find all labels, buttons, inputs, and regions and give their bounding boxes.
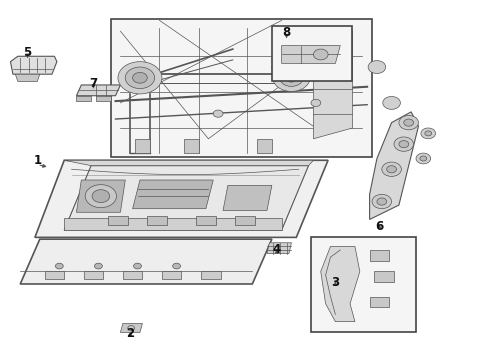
Circle shape xyxy=(92,190,110,203)
Polygon shape xyxy=(369,297,389,307)
Circle shape xyxy=(394,137,414,151)
Circle shape xyxy=(55,263,63,269)
Polygon shape xyxy=(10,56,57,74)
Polygon shape xyxy=(235,216,255,225)
Circle shape xyxy=(404,119,414,126)
Circle shape xyxy=(272,63,282,71)
Bar xyxy=(162,271,181,279)
Bar xyxy=(123,271,143,279)
Polygon shape xyxy=(147,216,167,225)
Polygon shape xyxy=(314,31,352,139)
Text: 8: 8 xyxy=(282,27,291,40)
Text: 3: 3 xyxy=(331,276,340,289)
Polygon shape xyxy=(369,250,389,261)
Polygon shape xyxy=(135,139,150,153)
Circle shape xyxy=(420,156,427,161)
Circle shape xyxy=(314,49,328,60)
Text: 7: 7 xyxy=(90,77,98,90)
Polygon shape xyxy=(76,180,125,212)
Polygon shape xyxy=(369,112,418,220)
Polygon shape xyxy=(76,96,91,101)
Polygon shape xyxy=(257,139,272,153)
Polygon shape xyxy=(282,45,340,63)
Polygon shape xyxy=(223,185,272,211)
Text: 1: 1 xyxy=(33,154,41,167)
Circle shape xyxy=(425,131,432,136)
Bar xyxy=(201,271,220,279)
Polygon shape xyxy=(267,243,292,253)
Circle shape xyxy=(377,198,387,205)
Circle shape xyxy=(399,116,418,130)
Circle shape xyxy=(416,153,431,164)
Circle shape xyxy=(382,162,401,176)
Circle shape xyxy=(421,128,436,139)
Polygon shape xyxy=(121,323,143,332)
Bar xyxy=(272,26,352,81)
Text: 5: 5 xyxy=(24,46,32,59)
Polygon shape xyxy=(76,85,121,96)
Bar xyxy=(311,237,416,332)
Circle shape xyxy=(311,99,321,107)
Circle shape xyxy=(372,194,392,209)
Bar xyxy=(111,19,372,157)
Circle shape xyxy=(134,263,142,269)
Text: 4: 4 xyxy=(272,243,281,256)
Polygon shape xyxy=(15,74,40,81)
Polygon shape xyxy=(64,160,314,166)
Bar xyxy=(84,271,103,279)
Polygon shape xyxy=(20,239,272,284)
Polygon shape xyxy=(35,160,328,237)
Text: 6: 6 xyxy=(375,220,384,233)
Circle shape xyxy=(118,62,162,94)
Circle shape xyxy=(133,72,147,83)
Circle shape xyxy=(273,64,310,91)
Polygon shape xyxy=(133,180,213,209)
Polygon shape xyxy=(184,139,198,153)
Polygon shape xyxy=(96,96,111,101)
Circle shape xyxy=(125,67,155,89)
Circle shape xyxy=(286,73,297,82)
Circle shape xyxy=(95,263,102,269)
Polygon shape xyxy=(374,271,394,282)
Bar xyxy=(45,271,64,279)
Circle shape xyxy=(85,185,117,208)
Circle shape xyxy=(280,69,303,86)
Polygon shape xyxy=(321,246,360,321)
Circle shape xyxy=(383,96,400,109)
Polygon shape xyxy=(108,216,128,225)
Circle shape xyxy=(399,140,409,148)
Circle shape xyxy=(387,166,396,173)
Circle shape xyxy=(368,60,386,73)
Circle shape xyxy=(213,110,223,117)
Text: 2: 2 xyxy=(126,327,134,340)
Polygon shape xyxy=(196,216,216,225)
Circle shape xyxy=(172,263,180,269)
Polygon shape xyxy=(64,218,282,230)
Polygon shape xyxy=(64,166,309,230)
